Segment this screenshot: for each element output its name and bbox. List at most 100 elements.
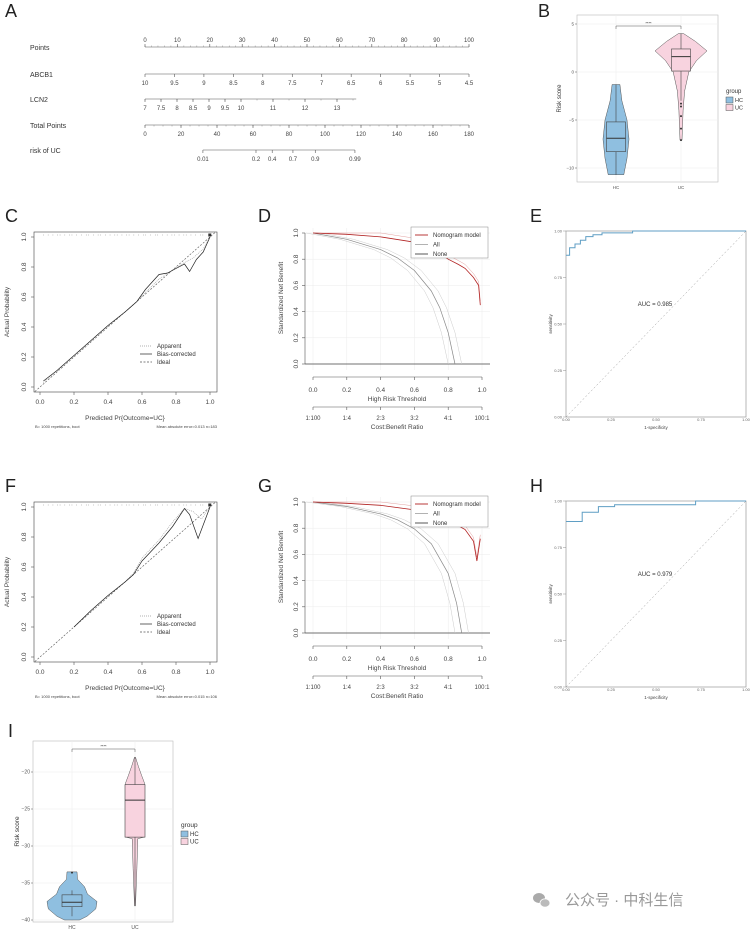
y-axis-title: Standardized Net Benefit: [278, 262, 285, 334]
legend-key-hc: [180, 830, 189, 838]
y-axis-title: Actual Probability: [4, 556, 11, 607]
legend-label: Apparent: [157, 614, 182, 620]
x-tick-label: UC: [678, 185, 685, 190]
legend: Nomogram model All None: [410, 495, 489, 528]
panel-label-h: H: [530, 476, 543, 496]
tick-label: 7: [143, 106, 147, 112]
violin-uc: [124, 756, 146, 907]
x-tick-label: HC: [68, 925, 76, 931]
y-tick-label: 0.0: [21, 382, 28, 391]
legend-label: Bias-corrected: [157, 352, 196, 358]
x-tick-label: 0.0: [35, 669, 44, 676]
tick-label: 8: [175, 106, 179, 112]
x-tick-label: 1.0: [205, 399, 214, 406]
cost-tick-label: 1:100: [305, 685, 321, 691]
y-tick-label: 0.75: [554, 275, 563, 280]
tick-label: 70: [368, 38, 375, 44]
tick-label: 80: [286, 132, 293, 138]
y-tick-label: 1.00: [554, 498, 563, 503]
tick-label: 5: [438, 81, 442, 87]
footnote-right: Mean absolute error=0.013 n=183: [157, 424, 218, 429]
y-axis-title: sensitivity: [548, 584, 553, 604]
legend: Apparent Bias-corrected Ideal: [140, 344, 196, 366]
legend-label: Nomogram model: [433, 502, 481, 508]
cost-tick-label: 100:1: [474, 685, 490, 691]
tick-label: 160: [428, 132, 439, 138]
tick-label: 9.5: [170, 81, 179, 87]
x-tick-label: HC: [613, 185, 620, 190]
panel-d-decision-curve: 0.0 0.2 0.4 0.6 0.8 1.0 0.0 0.2 0.4 0.6 0.8 1.0 High…: [278, 226, 490, 431]
plot-frame: [33, 231, 218, 393]
y-tick-label: 0.4: [293, 307, 300, 316]
x-tick-label: 0.4: [376, 656, 385, 663]
y-tick-label: −40: [22, 918, 31, 924]
tick-label: 10: [238, 106, 245, 112]
tick-label: 0.9: [311, 157, 320, 163]
nomogram-row-total-points: Total Points 0 20 40 60 80 100 120 140 160 180: [30, 123, 475, 138]
y-tick-label: 0.75: [554, 545, 563, 550]
x-tick-label: 0.50: [652, 687, 661, 692]
y-tick-label: 1.0: [21, 502, 28, 511]
tick-label: 0.99: [349, 157, 361, 163]
roc-curve-line: [566, 230, 746, 256]
legend: Nomogram model All None: [410, 226, 489, 259]
y-tick-label: −20: [22, 770, 31, 776]
legend-label: Nomogram model: [433, 233, 481, 239]
tick-label: 13: [334, 106, 341, 112]
panel-f-calibration-plot: 0.0 0.2 0.4 0.6 0.8 1.0 0.0 0.2 0.4 0.6 0.8 1.0 Appa…: [4, 501, 218, 699]
tick-label: 4.5: [465, 81, 474, 87]
all-line: [312, 501, 463, 634]
x-axis-title: Predicted Pr{Outcome=UC}: [85, 685, 165, 692]
legend: group HC UC: [725, 89, 743, 112]
box: [124, 784, 146, 838]
box: [606, 121, 626, 152]
all-ci-upper-line: [319, 232, 462, 365]
legend-title: group: [726, 89, 742, 95]
legend: group HC UC: [180, 822, 199, 846]
tick-label: 20: [178, 132, 185, 138]
legend-label: Ideal: [157, 630, 170, 636]
x-tick-label: 0.75: [697, 687, 706, 692]
tick-label: 100: [464, 38, 475, 44]
y-tick-label: 0.6: [293, 550, 300, 559]
legend-key-hc: [725, 96, 734, 104]
y-tick-label: −35: [22, 881, 31, 887]
x-tick-label: 0.4: [376, 387, 385, 394]
cost-tick-label: 1:100: [305, 416, 321, 422]
significance-bracket: [615, 25, 682, 29]
rug-cluster: [208, 233, 212, 237]
footnote-left: B= 1000 repetitions, boot: [35, 424, 80, 429]
tick-label: 0.01: [197, 157, 209, 163]
row-label: risk of UC: [30, 148, 61, 155]
x-tick-label: 1.00: [742, 687, 751, 692]
x-tick-label: 0.8: [444, 387, 453, 394]
outlier-point: [680, 102, 682, 105]
panel-h-roc-curve: 0.000.00 0.25 0.25 0.50 0.50 0.75 0.75 1.00 1.00…: [548, 498, 751, 700]
x-tick-label: 0.75: [697, 417, 706, 422]
panel-label-a: A: [5, 1, 17, 21]
tick-label: 60: [336, 38, 343, 44]
y-tick-label: 0.8: [21, 262, 28, 271]
panel-label-c: C: [5, 206, 18, 226]
x-axis-title: High Risk Threshold: [368, 396, 427, 403]
x-tick-label: 0.6: [410, 656, 419, 663]
x-tick-label: 0.4: [103, 399, 112, 406]
plot-area: [32, 740, 174, 923]
y-tick-label: 0.50: [554, 591, 563, 596]
cost-tick-label: 2:3: [376, 685, 385, 691]
tick-label: 180: [464, 132, 475, 138]
legend-label: UC: [190, 840, 199, 846]
significance-stars: ****: [100, 744, 107, 749]
x-axis-title: Predicted Pr{Outcome=UC}: [85, 415, 165, 422]
diagonal-reference-line: [565, 500, 747, 688]
violin-hc: [46, 871, 98, 921]
x-tick-label: UC: [131, 925, 139, 931]
x-axis-title: High Risk Threshold: [368, 665, 427, 672]
panel-g-decision-curve: 0.0 0.2 0.4 0.6 0.8 1.0 0.0 0.2 0.4 0.6 0.8 1.0 High…: [278, 495, 490, 700]
y-tick-label: 0.25: [554, 638, 563, 643]
rug-cluster: [208, 503, 212, 507]
footnote-left: B= 1000 repetitions, boot: [35, 694, 80, 699]
cost-tick-label: 3:2: [410, 685, 419, 691]
cost-tick-label: 4:1: [444, 685, 453, 691]
y-tick-label: 1.0: [293, 497, 300, 506]
